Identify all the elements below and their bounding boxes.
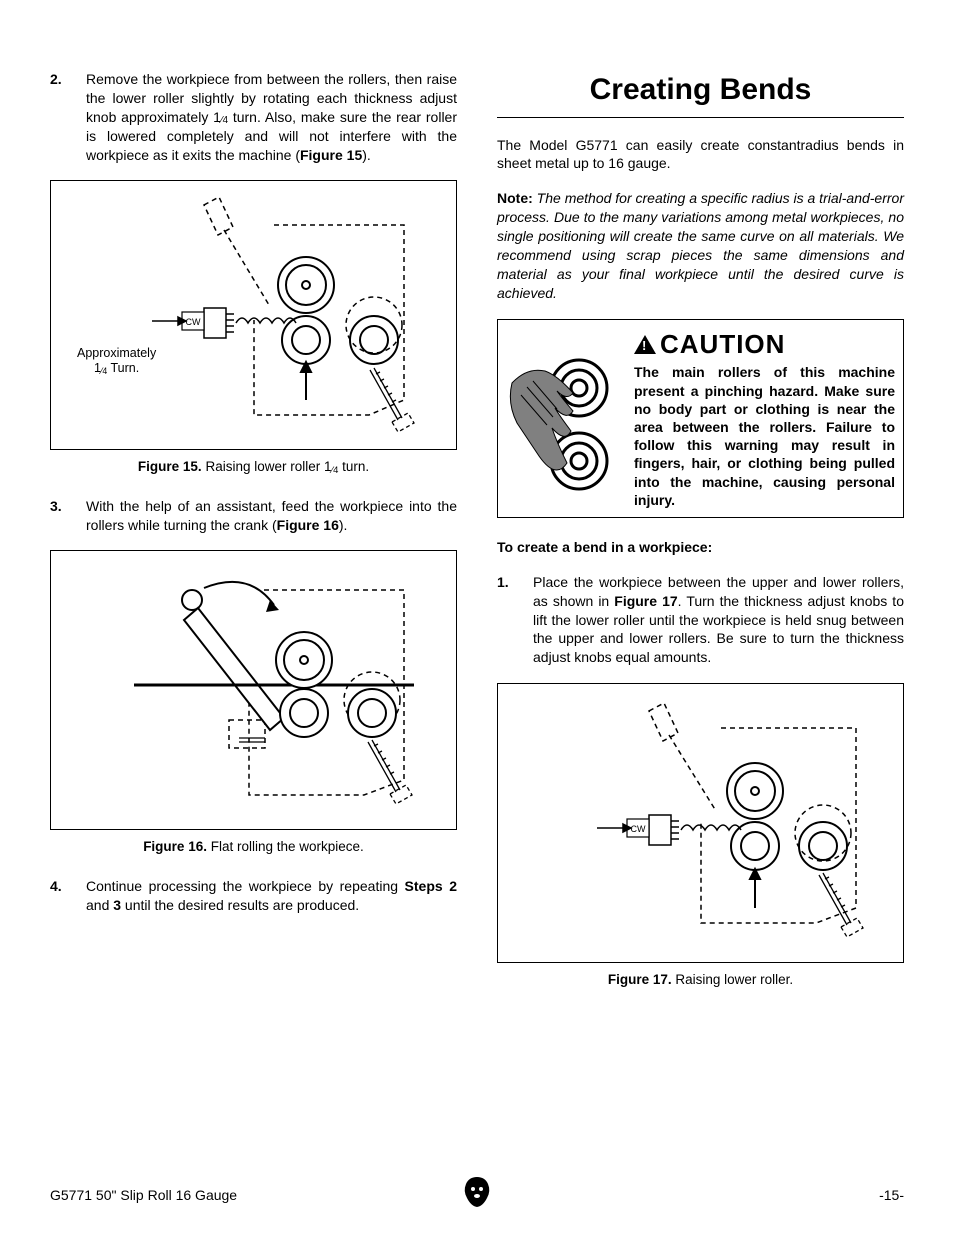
step-number: 1. (497, 573, 533, 667)
caution-head-text: CAUTION (660, 328, 785, 362)
figure-15-caption: Figure 15. Raising lower roller 1⁄4 turn… (50, 458, 457, 476)
footer-logo (459, 1174, 495, 1215)
footer-right: -15- (879, 1186, 904, 1205)
note-body: The method for creating a specific radiu… (497, 190, 904, 300)
divider (497, 117, 904, 118)
step-body: Remove the workpiece from between the ro… (86, 70, 457, 164)
figure-15-box: CW (50, 180, 457, 450)
step-2: 2. Remove the workpiece from between the… (50, 70, 457, 164)
caption-bold: Figure 17. (608, 972, 672, 987)
caption-text: Raising lower roller. (672, 972, 794, 987)
caution-heading: CAUTION (634, 328, 895, 362)
text: until the desired results are produced. (121, 897, 359, 913)
text: ). (362, 147, 371, 163)
figure-ref: Figure 16 (277, 517, 339, 533)
figure-17-box: CW (497, 683, 904, 963)
text: and (86, 897, 113, 913)
intro-paragraph: The Model G5771 can easily create consta… (497, 136, 904, 174)
figure-ref: Figure 15 (300, 147, 362, 163)
figure-16-diagram (74, 560, 434, 820)
figure-15-diagram: CW (74, 190, 434, 440)
fraction-label: 1⁄4 Turn. (94, 361, 139, 375)
figure-ref: Figure 17 (614, 593, 677, 609)
caution-image (506, 328, 626, 509)
fraction: 1⁄4 (213, 109, 228, 125)
step-body: Place the workpiece between the upper an… (533, 573, 904, 667)
step-number: 4. (50, 877, 86, 915)
instruction-heading: To create a bend in a workpiece: (497, 538, 904, 557)
figure-16-box (50, 550, 457, 830)
caution-text: CAUTION The main rollers of this machine… (634, 328, 895, 509)
section-title: Creating Bends (497, 70, 904, 111)
svg-text:CW: CW (630, 824, 645, 834)
bold: 3 (113, 897, 121, 913)
text: To create a bend in a workpiece: (497, 539, 712, 555)
figure-15-label: Approximately 1⁄4 Turn. (77, 346, 156, 376)
step-body: With the help of an assistant, feed the … (86, 497, 457, 535)
cw-label: CW (185, 317, 200, 327)
figure-16-caption: Figure 16. Flat rolling the workpiece. (50, 838, 457, 856)
caution-box: CAUTION The main rollers of this machine… (497, 319, 904, 518)
figure-17-diagram: CW (511, 693, 891, 953)
caption-text: Raising lower roller 1⁄4 turn. (202, 459, 369, 474)
left-column: 2. Remove the workpiece from between the… (50, 70, 457, 1009)
text: Approximately (77, 346, 156, 360)
note-paragraph: Note: The method for creating a specific… (497, 189, 904, 302)
step-body: Continue processing the workpiece by rep… (86, 877, 457, 915)
right-column: Creating Bends The Model G5771 can easil… (497, 70, 904, 1009)
note-label: Note: (497, 190, 533, 206)
text: Continue processing the workpiece by rep… (86, 878, 405, 894)
figure-17-caption: Figure 17. Raising lower roller. (497, 971, 904, 989)
caption-text: Flat rolling the workpiece. (207, 839, 364, 854)
warning-triangle-icon (634, 335, 656, 354)
step-number: 2. (50, 70, 86, 164)
step-1: 1. Place the workpiece between the upper… (497, 573, 904, 667)
caption-bold: Figure 16. (143, 839, 207, 854)
step-number: 3. (50, 497, 86, 535)
caption-bold: Figure 15. (138, 459, 202, 474)
step-4: 4. Continue processing the workpiece by … (50, 877, 457, 915)
caution-body: The main rollers of this machine present… (634, 364, 895, 507)
bold: Steps 2 (405, 878, 457, 894)
text: With the help of an assistant, feed the … (86, 498, 457, 533)
footer-left: G5771 50" Slip Roll 16 Gauge (50, 1186, 237, 1205)
step-3: 3. With the help of an assistant, feed t… (50, 497, 457, 535)
text: ). (339, 517, 348, 533)
